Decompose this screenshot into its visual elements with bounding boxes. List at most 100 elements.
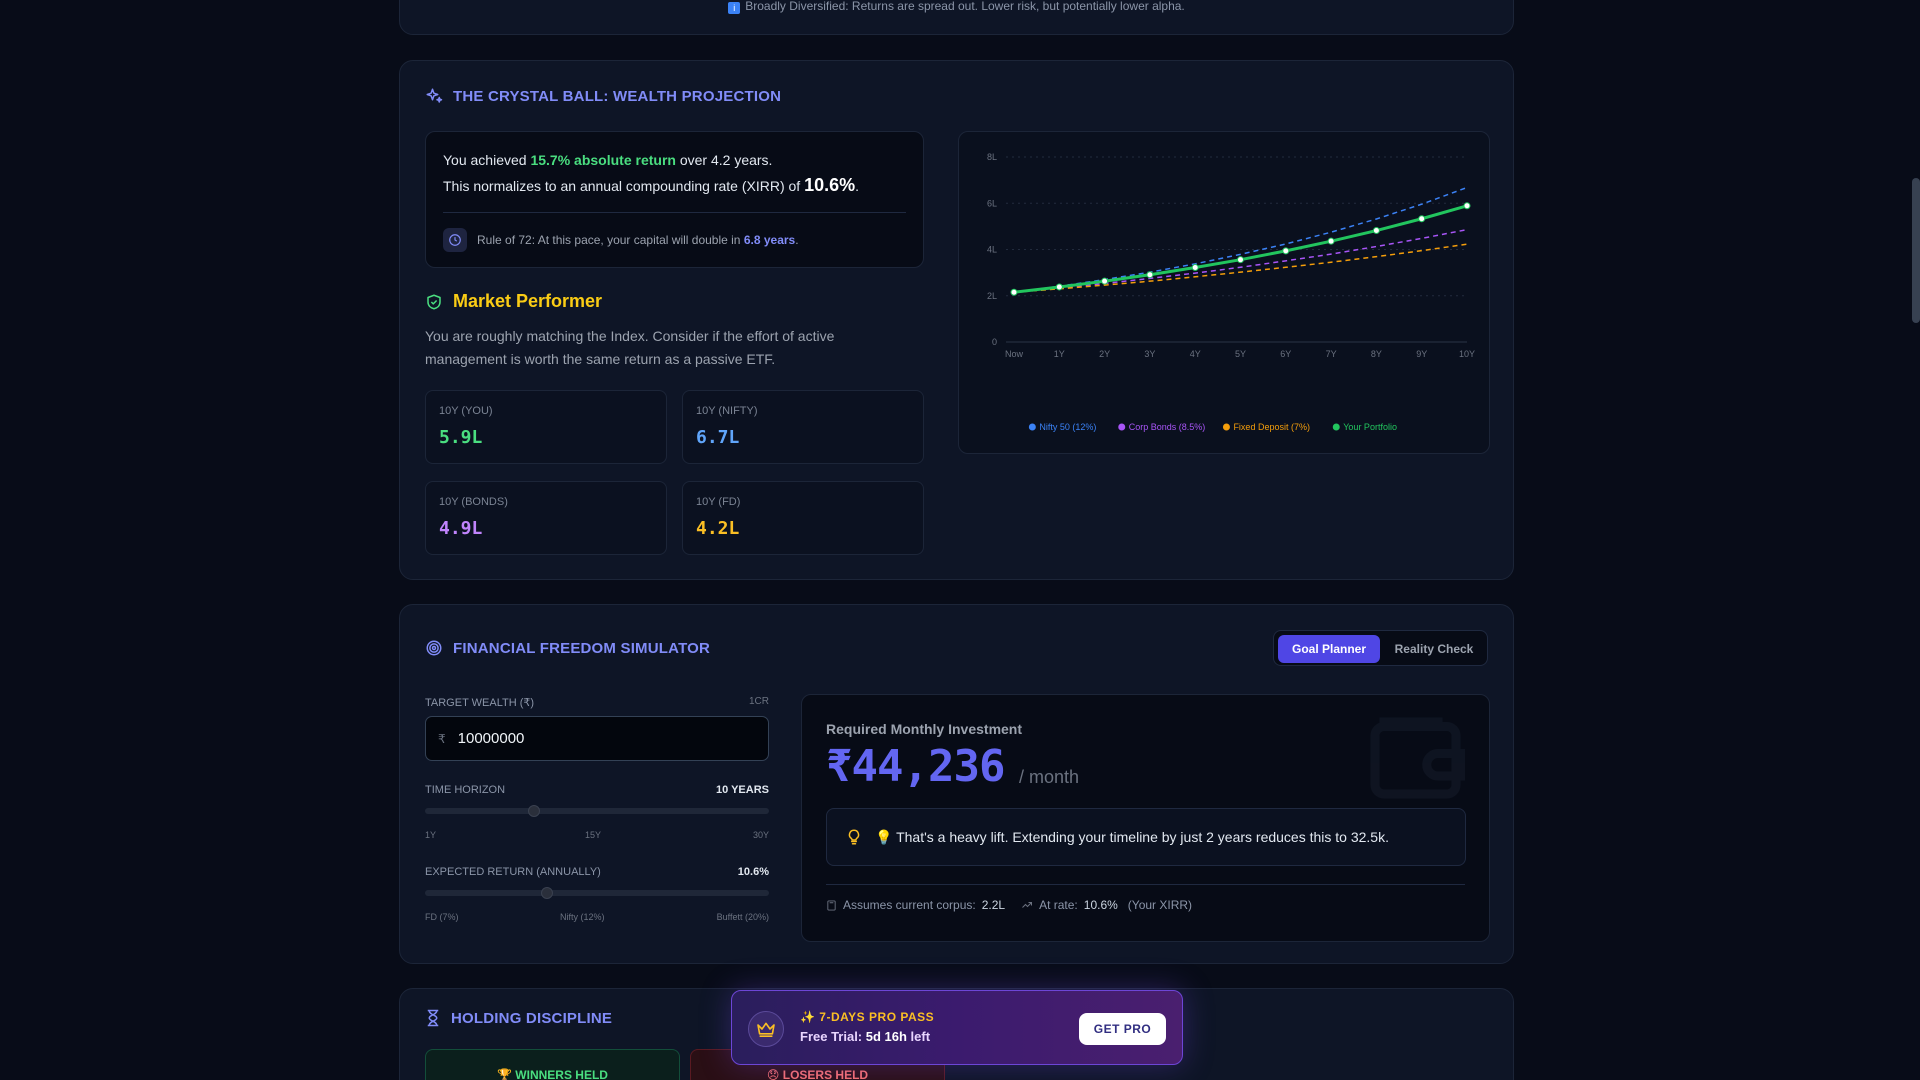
target-wealth-hint: 1CR <box>748 696 769 707</box>
horizon-max-label: 30Y <box>752 830 769 840</box>
mode-toggle: Goal Planner Reality Check <box>1273 630 1488 666</box>
xirr-text: This normalizes to an annual compounding… <box>443 175 860 195</box>
data-point <box>1191 264 1199 272</box>
legend-marker <box>1118 423 1126 431</box>
performance-description: You are roughly matching the Index. Cons… <box>425 328 835 367</box>
time-horizon-thumb[interactable] <box>527 805 540 817</box>
wealth-projection-chart: 0 2L 4L 6L 8L Now 1Y 2Y 3Y 4Y 5Y 6Y 7Y 8Y 9Y 10Y Nifty 5… <box>958 131 1490 454</box>
y-tick-label: 2L <box>987 291 997 301</box>
expected-return-value: 10.6% <box>737 866 769 878</box>
required-monthly-amount: ₹44,236 <box>826 741 1005 792</box>
x-tick-label: 5Y <box>1235 349 1246 359</box>
tip-text: 💡 That's a heavy lift. Extending your ti… <box>875 828 1389 845</box>
legend-label: Fixed Deposit (7%) <box>1233 422 1310 432</box>
horizon-mid-label: 15Y <box>585 830 602 840</box>
wallet-icon <box>1370 717 1465 799</box>
data-point <box>1463 202 1471 210</box>
x-tick-label: 8Y <box>1371 349 1382 359</box>
wealth-projection-card: THE CRYSTAL BALL: WEALTH PROJECTION You … <box>399 60 1514 580</box>
y-tick-label: 6L <box>987 198 997 208</box>
legend-label: Corp Bonds (8.5%) <box>1129 422 1206 432</box>
timeline-tip: 💡 That's a heavy lift. Extending your ti… <box>826 808 1466 866</box>
page-scrollbar[interactable] <box>1912 178 1920 323</box>
x-tick-label: 3Y <box>1144 349 1155 359</box>
legend-label: Nifty 50 (12%) <box>1039 422 1096 432</box>
tab-reality-check[interactable]: Reality Check <box>1394 642 1474 656</box>
legend-marker <box>1028 423 1036 431</box>
legend-label: Your Portfolio <box>1343 422 1397 432</box>
horizon-min-label: 1Y <box>425 830 437 840</box>
expected-return-thumb[interactable] <box>541 887 554 899</box>
target-icon <box>426 640 442 656</box>
series-line <box>1013 243 1468 294</box>
divider <box>826 884 1465 885</box>
pro-pass-banner: ✨ 7-DAYS PRO PASS Free Trial: 5d 16h lef… <box>731 990 1183 1065</box>
return-mid-label: Nifty (12%) <box>560 912 605 922</box>
financial-freedom-card: FINANCIAL FREEDOM SIMULATOR Goal Planner… <box>399 604 1514 964</box>
divider <box>443 212 906 213</box>
data-point <box>1237 256 1244 264</box>
trending-up-icon <box>1022 902 1033 908</box>
time-horizon-slider[interactable] <box>425 805 769 817</box>
assumptions-row: Assumes current corpus: 2.2L At rate: 10.6… <box>826 898 1192 912</box>
holding-discipline-title: HOLDING DISCIPLINE <box>425 1009 612 1027</box>
return-max-label: Buffett (20%) <box>716 912 769 922</box>
x-tick-label: 7Y <box>1326 349 1337 359</box>
target-wealth-input[interactable]: ₹ 10000000 <box>425 716 769 761</box>
wealth-projection-title: THE CRYSTAL BALL: WEALTH PROJECTION <box>425 87 781 105</box>
target-wealth-value: 10000000 <box>457 730 525 747</box>
clock-icon <box>443 228 467 252</box>
time-horizon-value: 10 YEARS <box>716 784 769 796</box>
performance-verdict: Market Performer <box>425 291 602 312</box>
lightbulb-icon <box>848 829 860 845</box>
x-tick-label: 2Y <box>1099 349 1110 359</box>
y-tick-label: 8L <box>987 152 997 162</box>
sparkles-icon <box>426 88 443 103</box>
trial-countdown: Free Trial: 5d 16h left <box>800 1029 931 1044</box>
data-point <box>1101 277 1109 285</box>
data-point <box>1327 237 1335 245</box>
data-point <box>1146 271 1154 279</box>
x-tick-label: Now <box>1005 349 1024 359</box>
rule-of-72: Rule of 72: At this pace, your capital w… <box>443 228 799 252</box>
expected-return-label: EXPECTED RETURN (ANNUALLY) <box>425 866 601 878</box>
required-investment-box: Required Monthly Investment ₹44,236 / mo… <box>801 694 1490 942</box>
required-investment-label: Required Monthly Investment <box>826 721 1023 737</box>
data-point <box>1418 215 1426 223</box>
stat-card-fd: 10Y (FD) 4.2L <box>682 481 924 555</box>
diversification-note: i Broadly Diversified: Returns are spread… <box>400 0 1513 14</box>
simulator-title: FINANCIAL FREEDOM SIMULATOR <box>425 639 710 657</box>
series-line <box>1013 228 1468 294</box>
winners-held-card: 🏆 WINNERS HELD <box>425 1049 680 1080</box>
target-wealth-label: TARGET WEALTH (₹) <box>425 697 535 709</box>
data-point <box>1282 247 1290 255</box>
calculator-icon <box>827 899 836 911</box>
get-pro-button[interactable]: GET PRO <box>1079 1013 1166 1045</box>
info-icon: i <box>728 2 741 14</box>
stat-card-bonds: 10Y (BONDS) 4.9L <box>425 481 667 555</box>
data-point <box>1055 283 1063 291</box>
x-tick-label: 6Y <box>1280 349 1291 359</box>
crown-icon <box>748 1011 784 1047</box>
pro-pass-title: ✨ 7-DAYS PRO PASS <box>800 1010 935 1024</box>
hourglass-icon <box>427 1009 439 1027</box>
projection-line-chart: 0 2L 4L 6L 8L Now 1Y 2Y 3Y 4Y 5Y 6Y 7Y 8Y 9Y 10Y Nifty 5… <box>987 152 1475 432</box>
absolute-return-text: You achieved 15.7% absolute return over … <box>443 152 773 168</box>
rupee-symbol: ₹ <box>438 731 446 746</box>
xirr-summary-box: You achieved 15.7% absolute return over … <box>425 131 924 268</box>
shield-check-icon <box>427 294 441 309</box>
tab-goal-planner[interactable]: Goal Planner <box>1278 635 1380 663</box>
data-point <box>1010 288 1018 296</box>
data-point <box>1372 227 1380 235</box>
legend-marker <box>1332 423 1340 431</box>
expected-return-slider[interactable] <box>425 887 769 899</box>
stat-card-nifty: 10Y (NIFTY) 6.7L <box>682 390 924 464</box>
x-tick-label: 4Y <box>1190 349 1201 359</box>
time-horizon-label: TIME HORIZON <box>425 784 506 796</box>
x-tick-label: 10Y <box>1459 349 1475 359</box>
per-month-label: / month <box>1019 767 1080 787</box>
legend-marker <box>1222 423 1230 431</box>
x-tick-label: 1Y <box>1054 349 1065 359</box>
y-tick-label: 0 <box>992 337 997 347</box>
return-min-label: FD (7%) <box>425 912 459 922</box>
